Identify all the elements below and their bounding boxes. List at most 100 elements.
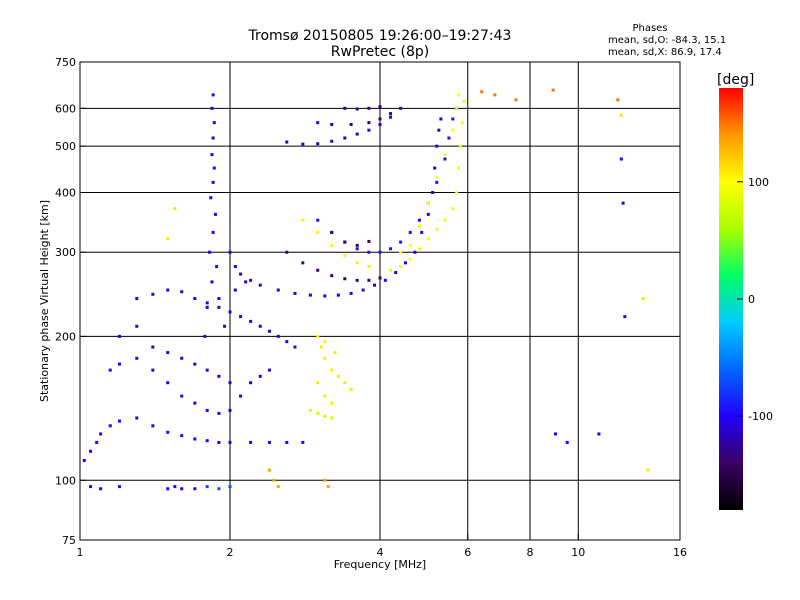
data-point [399, 240, 403, 244]
data-point [373, 283, 377, 287]
data-point [361, 288, 365, 292]
data-point [285, 440, 289, 444]
data-point [457, 93, 461, 97]
data-point [323, 414, 327, 418]
data-point [108, 424, 112, 428]
data-point [417, 218, 421, 222]
data-point [378, 250, 382, 254]
data-point [117, 334, 121, 338]
data-point [89, 485, 93, 489]
data-point [180, 487, 184, 491]
data-point [367, 239, 371, 243]
data-point [173, 207, 177, 211]
data-point [343, 381, 347, 385]
data-point [619, 157, 623, 161]
data-point [355, 261, 359, 265]
data-point [408, 230, 412, 234]
data-point [316, 381, 320, 385]
data-point [399, 265, 403, 269]
data-point [213, 212, 217, 216]
data-point [408, 243, 412, 247]
y-tick-label: 200 [55, 330, 76, 343]
data-point [223, 324, 227, 328]
data-point [217, 487, 221, 491]
data-point [173, 485, 177, 489]
data-point [343, 106, 347, 110]
data-point [272, 478, 276, 482]
data-point [378, 117, 382, 121]
data-point [330, 230, 334, 234]
data-point [180, 290, 184, 294]
data-point [330, 274, 334, 278]
x-tick-label: 16 [673, 546, 687, 559]
data-point [435, 144, 439, 148]
data-point [244, 280, 248, 284]
data-point [616, 98, 620, 102]
data-point [565, 440, 569, 444]
data-point [151, 345, 155, 349]
data-point [343, 254, 347, 258]
data-point [493, 93, 497, 97]
data-point [228, 381, 232, 385]
data-point [426, 201, 430, 205]
data-point [480, 90, 484, 94]
data-point [233, 288, 237, 292]
data-point [239, 315, 243, 319]
data-point [209, 196, 213, 200]
data-point [383, 278, 387, 282]
data-point [316, 121, 320, 125]
data-point [443, 157, 447, 161]
data-point [426, 212, 430, 216]
data-point [443, 153, 447, 157]
data-point [151, 292, 155, 296]
data-point [267, 440, 271, 444]
data-point [211, 180, 215, 184]
data-point [330, 416, 334, 420]
data-point [551, 88, 555, 92]
data-point [276, 485, 280, 489]
data-point [355, 132, 359, 136]
data-point [276, 288, 280, 292]
data-point [228, 408, 232, 412]
data-point [212, 166, 216, 170]
y-tick-label: 75 [62, 534, 76, 547]
data-point [619, 113, 623, 117]
data-point [205, 305, 209, 309]
data-point [389, 247, 393, 251]
data-point [431, 190, 435, 194]
data-point [330, 243, 334, 247]
data-point [460, 121, 464, 125]
data-point [151, 368, 155, 372]
colorbar-tick-label: 100 [748, 176, 769, 189]
data-point [330, 401, 334, 405]
data-point [641, 297, 645, 301]
data-point [108, 368, 112, 372]
data-point [455, 190, 459, 194]
data-point [443, 218, 447, 222]
data-point [228, 310, 232, 314]
data-point [211, 230, 215, 234]
data-point [323, 294, 327, 298]
data-point [166, 237, 170, 241]
data-point [117, 419, 121, 423]
data-point [343, 240, 347, 244]
data-point [211, 93, 215, 97]
x-axis-ticks: 1 2 4 6 8 10 16 [77, 534, 687, 559]
data-point [82, 458, 86, 462]
data-point [451, 207, 455, 211]
data-point [99, 432, 103, 436]
data-point [203, 334, 207, 338]
data-point [293, 345, 297, 349]
y-tick-label: 100 [55, 474, 76, 487]
colorbar-ticks: 100 0 -100 [737, 176, 773, 423]
data-point [210, 106, 214, 110]
data-point [217, 374, 221, 378]
data-point [330, 123, 334, 127]
data-point [267, 468, 271, 472]
data-point [355, 278, 359, 282]
data-point [435, 180, 439, 184]
data-point [193, 362, 197, 366]
data-point [258, 283, 262, 287]
data-point [378, 105, 382, 109]
data-point [205, 408, 209, 412]
